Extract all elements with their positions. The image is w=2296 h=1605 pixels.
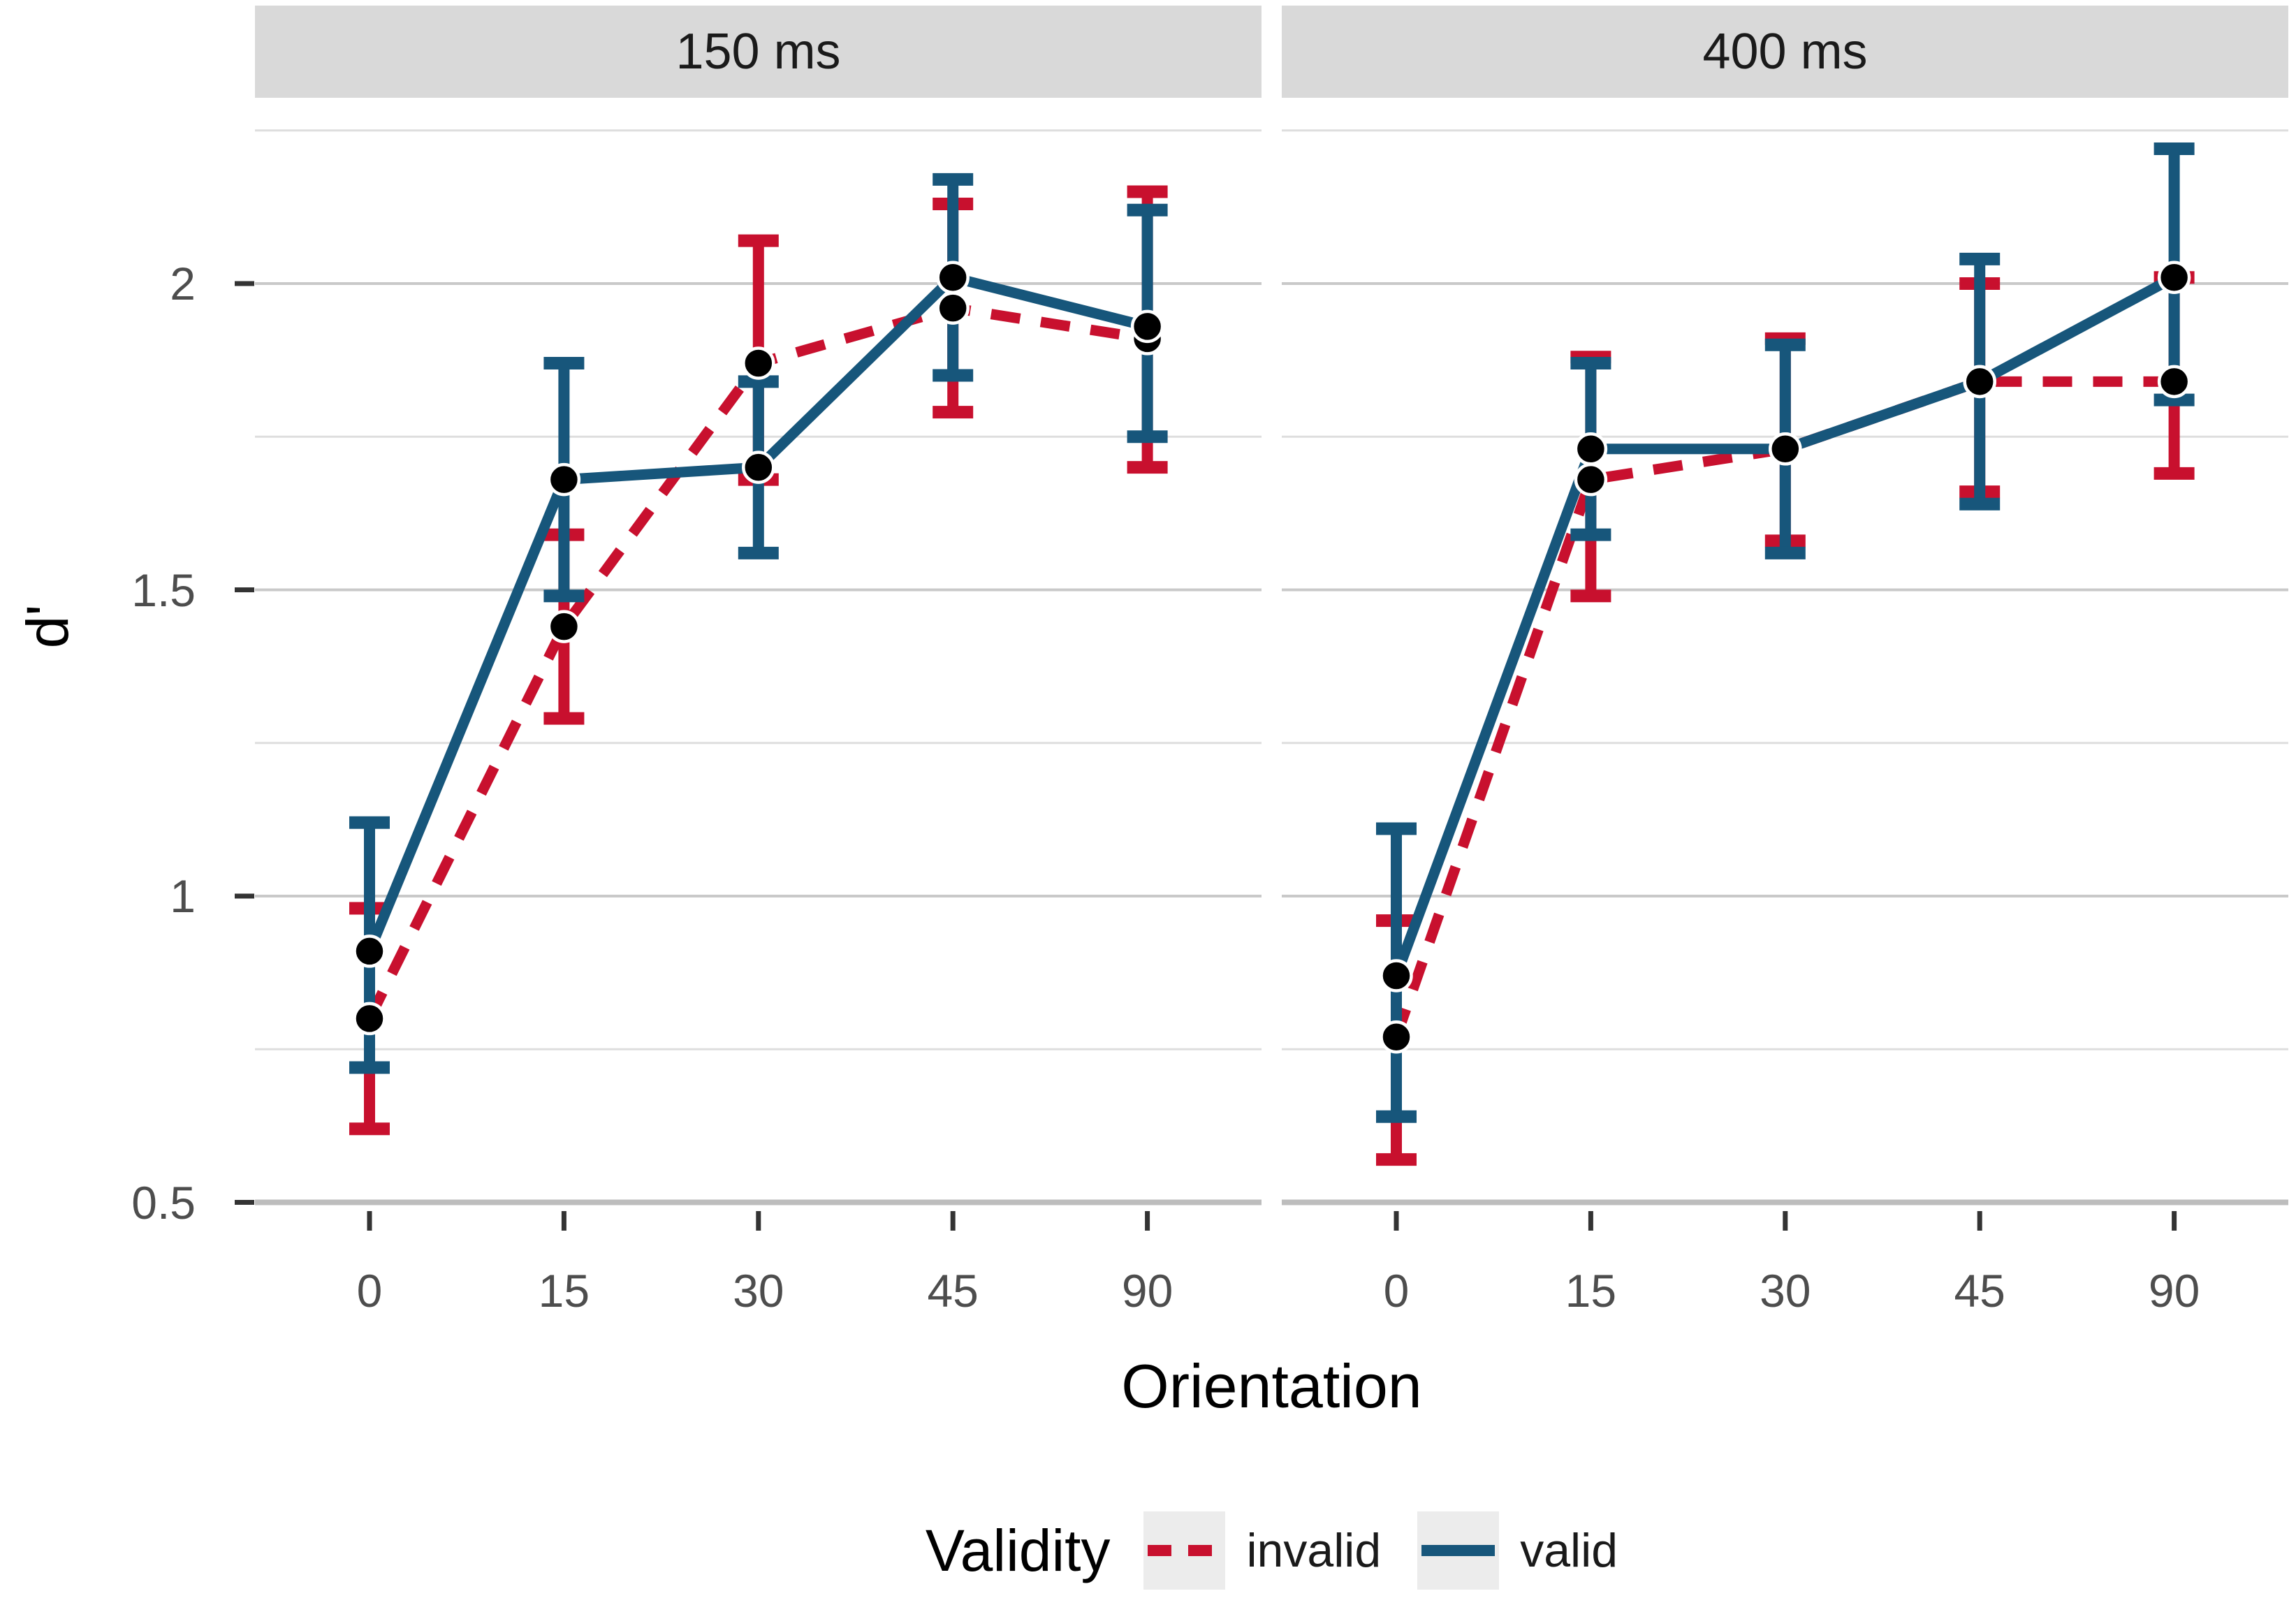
facet-strip-label: 400 ms [1702,24,1868,80]
data-point-valid [1130,309,1164,344]
data-point-invalid [936,291,970,325]
data-point-valid [936,261,970,294]
y-tick-label: 1 [170,870,196,922]
y-tick-label: 1.5 [131,564,196,616]
data-point-invalid [1574,462,1608,497]
facet-strip-400ms: 400 ms [1282,6,2288,98]
data-point-valid [547,462,581,497]
y-axis-title: d' [14,604,80,649]
legend-title: Validity [925,1517,1111,1583]
data-point-invalid [2157,365,2191,399]
solid-line-icon [1421,1545,1496,1556]
data-point-invalid [742,346,775,380]
facet-strip-150ms: 150 ms [255,6,1262,98]
x-tick-label: 15 [538,1265,590,1317]
x-tick-label: 45 [1954,1265,2005,1317]
x-tick-label: 30 [1760,1265,1811,1317]
data-point-valid [1769,432,1802,466]
data-point-invalid [353,1002,386,1036]
data-point-valid [742,450,775,484]
x-tick-label: 45 [927,1265,979,1317]
legend-key-invalid [1143,1511,1226,1590]
data-point-valid [1380,959,1413,992]
data-point-valid [2157,261,2191,294]
data-point-valid [1963,365,1996,399]
x-axis-title: Orientation [1121,1351,1422,1421]
legend-label-invalid: invalid [1246,1524,1382,1577]
dashed-line-icon [1148,1545,1222,1556]
legend: Validity invalid valid [255,1509,2288,1592]
legend-label-valid: valid [1520,1524,1618,1577]
data-point-invalid [1380,1020,1413,1054]
x-tick-label: 90 [2148,1265,2200,1317]
series-line-invalid [1391,376,2174,1039]
y-tick-label: 0.5 [131,1176,196,1229]
x-tick-label: 15 [1565,1265,1617,1317]
data-point-valid [1574,432,1608,466]
facet-strip-label: 150 ms [675,24,841,80]
data-point-valid [353,935,386,968]
x-tick-label: 30 [733,1265,784,1317]
y-tick-label: 2 [170,258,196,309]
x-tick-label: 0 [356,1265,383,1317]
x-tick-label: 0 [1383,1265,1410,1317]
data-point-invalid [547,610,581,643]
x-tick-label: 90 [1121,1265,1173,1317]
legend-key-valid [1417,1511,1500,1590]
